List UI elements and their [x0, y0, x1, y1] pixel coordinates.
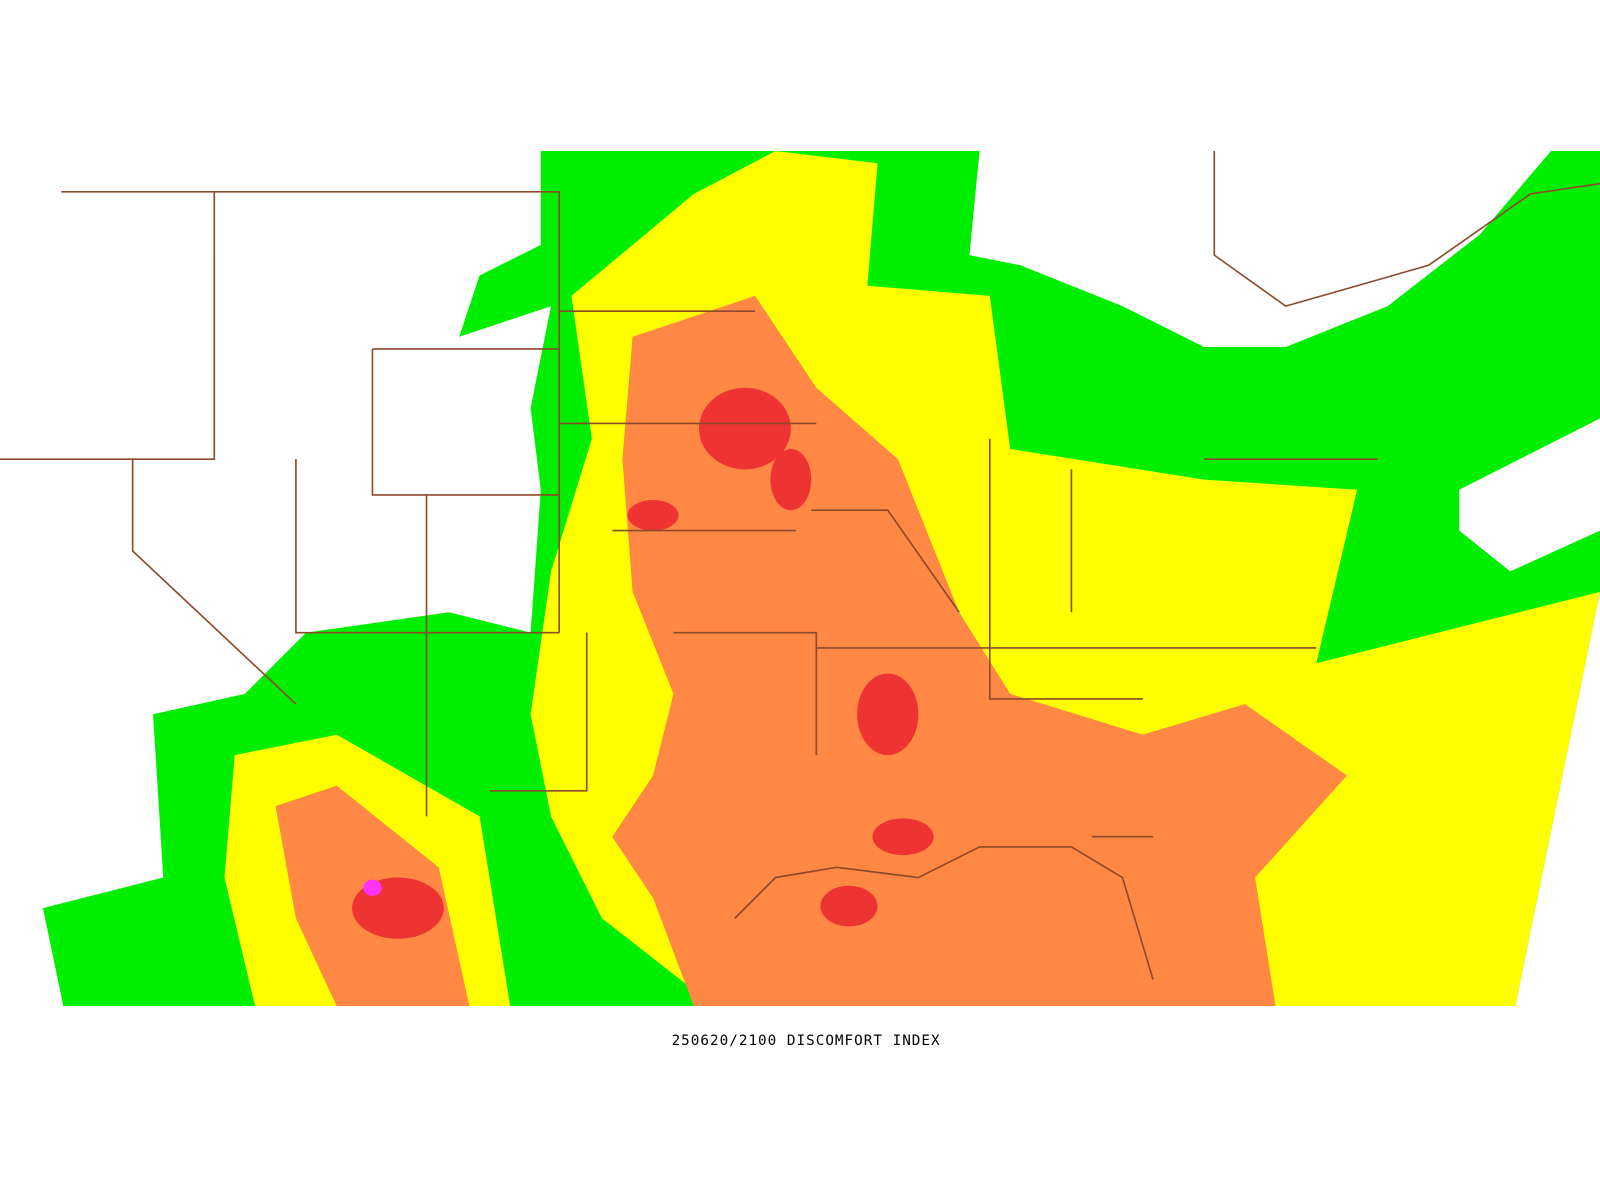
- red-zone: [770, 448, 812, 511]
- map-area: [0, 151, 1600, 1007]
- white-zone-ocean: [1459, 418, 1600, 572]
- white-zone-north: [969, 151, 1552, 347]
- red-zone: [857, 673, 919, 756]
- magenta-zone: [363, 879, 382, 896]
- red-zone: [820, 885, 878, 927]
- red-zone: [627, 500, 679, 531]
- caption: 250620/2100 DISCOMFORT INDEX: [672, 1033, 941, 1049]
- red-zone: [698, 387, 791, 470]
- red-zone: [872, 818, 934, 856]
- state-borders: [0, 151, 1600, 980]
